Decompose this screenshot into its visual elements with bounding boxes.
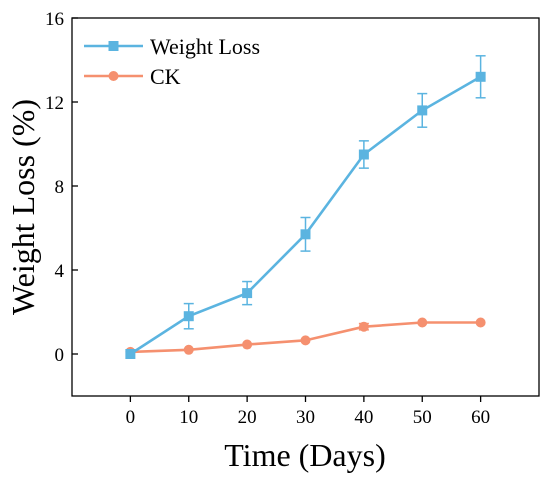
- weight-loss-point-0: [125, 349, 136, 359]
- ck-point-6: [475, 317, 486, 328]
- legend-marker-ck: [108, 71, 119, 81]
- y-tick-label-0: 0: [55, 345, 65, 366]
- y-axis-title: Weight Loss (%): [5, 99, 41, 315]
- ck-point-1: [183, 344, 194, 355]
- weight-loss-point-1: [183, 311, 194, 322]
- x-tick-label-3: 30: [296, 407, 315, 428]
- ck-point-2: [242, 339, 253, 350]
- legend-item-weight-loss: Weight Loss: [84, 34, 260, 59]
- weight-loss-point-3: [300, 229, 311, 240]
- y-axis-ticks: 0 4 8 12 16: [45, 9, 78, 366]
- legend: Weight Loss CK: [84, 34, 260, 89]
- series-layer: [125, 55, 486, 359]
- x-tick-label-2: 20: [238, 407, 257, 428]
- y-tick-label-3: 12: [45, 93, 64, 114]
- y-tick-label-4: 16: [45, 9, 64, 30]
- ck-point-3: [300, 335, 311, 346]
- weight-loss-point-5: [417, 105, 428, 116]
- weight-loss-line: [129, 75, 482, 356]
- x-axis-title: Time (Days): [224, 437, 385, 473]
- weight-loss-point-4: [358, 149, 369, 160]
- x-tick-label-4: 40: [354, 407, 373, 428]
- y-tick-label-1: 4: [55, 261, 65, 282]
- x-tick-label-6: 60: [471, 407, 490, 428]
- weight-loss-point-6: [475, 71, 486, 82]
- legend-label-ck: CK: [150, 64, 181, 89]
- x-tick-label-0: 0: [126, 407, 136, 428]
- weight-loss-point-2: [242, 288, 253, 299]
- x-tick-label-5: 50: [413, 407, 432, 428]
- ck-point-5: [417, 317, 428, 328]
- x-tick-label-1: 10: [179, 407, 198, 428]
- ck-point-4: [358, 321, 369, 332]
- series-weight-loss: [125, 55, 486, 359]
- legend-item-ck: CK: [84, 64, 181, 89]
- y-tick-label-2: 8: [55, 177, 65, 198]
- legend-label-weight-loss: Weight Loss: [150, 34, 260, 59]
- x-axis-ticks: 0 10 20 30 40 50 60: [126, 396, 490, 428]
- legend-marker-weight-loss: [108, 41, 119, 51]
